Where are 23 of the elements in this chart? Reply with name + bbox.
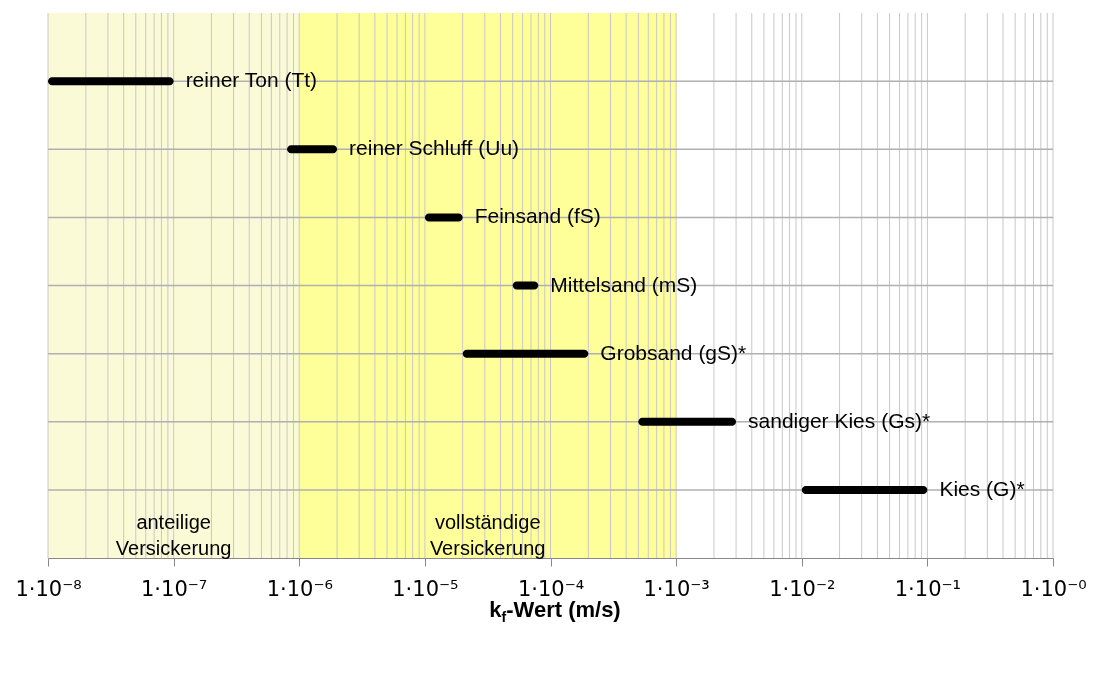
bar bbox=[48, 77, 174, 86]
y-tick-label: reiner Ton (Tt) bbox=[185, 68, 318, 92]
bar bbox=[638, 417, 737, 426]
bar bbox=[462, 349, 589, 358]
y-tick-label: sandiger Kies (Gs)* bbox=[748, 408, 931, 432]
x-tick-label: 1·10⁻⁶ bbox=[266, 576, 333, 601]
y-tick-label: Grobsand (gS)* bbox=[600, 340, 747, 364]
band-label: anteilige Versickerung bbox=[115, 511, 232, 559]
bar bbox=[287, 145, 338, 154]
y-tick-label: Mittelsand (mS) bbox=[550, 272, 698, 296]
band-label: vollständige Versickerung bbox=[429, 511, 546, 559]
y-tick-label: reiner Schluff (Uu) bbox=[349, 136, 520, 160]
bar bbox=[801, 485, 928, 494]
y-tick-label: Kies (G)* bbox=[939, 476, 1025, 500]
y-tick-label: Feinsand (fS) bbox=[474, 204, 601, 228]
x-tick-label: 1·10⁻⁷ bbox=[140, 576, 208, 601]
x-tick-label: 1·10⁻¹ bbox=[894, 576, 962, 601]
x-tick-label: 1·10⁻² bbox=[769, 576, 836, 601]
x-tick-label: 1·10⁻⁵ bbox=[392, 576, 459, 601]
bar bbox=[424, 213, 463, 222]
x-tick-label: 1·10⁻⁰ bbox=[1020, 576, 1087, 601]
x-tick-label: 1·10⁻⁸ bbox=[15, 576, 82, 601]
x-tick-label: 1·10⁻³ bbox=[643, 576, 710, 601]
